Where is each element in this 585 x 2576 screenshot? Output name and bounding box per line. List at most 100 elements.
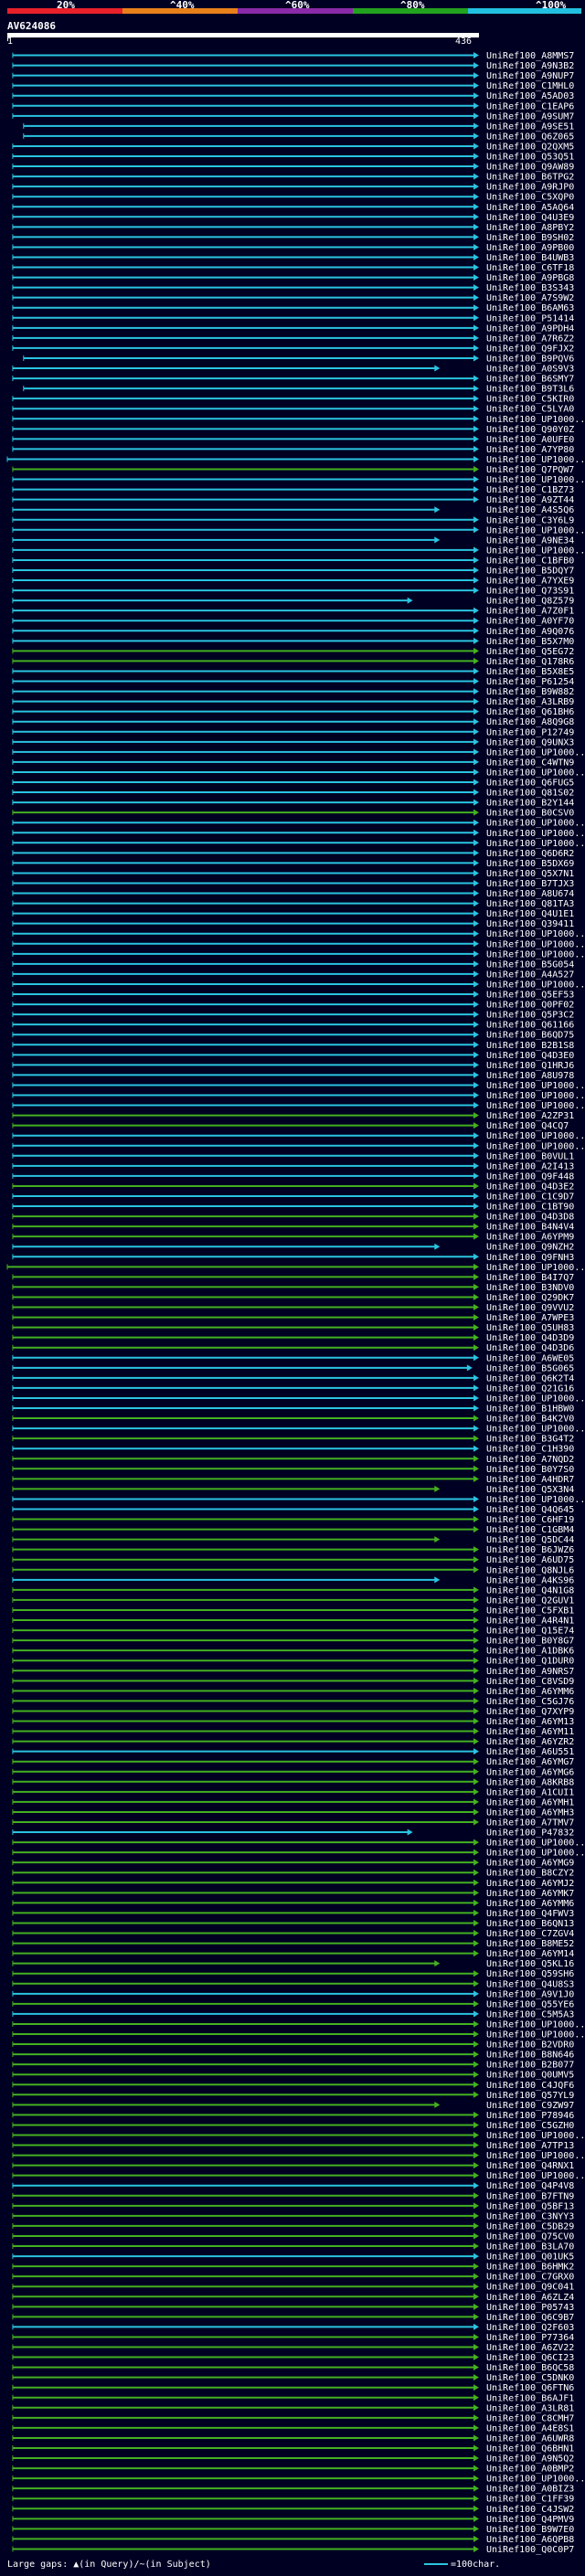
hit-label[interactable]: UniRef100_A9N3B2 bbox=[486, 61, 574, 71]
hit-label[interactable]: UniRef100_A6UWR8 bbox=[486, 2433, 574, 2443]
hit-label[interactable]: UniRef100_B5X7M0 bbox=[486, 637, 574, 647]
hit-label[interactable]: UniRef100_Q6Z065 bbox=[486, 132, 574, 142]
hit-label[interactable]: UniRef100_UP1000... bbox=[486, 980, 585, 990]
hit-label[interactable]: UniRef100_Q6FTN6 bbox=[486, 2383, 574, 2393]
hit-label[interactable]: UniRef100_Q8NJL6 bbox=[486, 1565, 574, 1575]
hit-label[interactable]: UniRef100_UP1000... bbox=[486, 1141, 585, 1151]
hit-label[interactable]: UniRef100_A9ZT44 bbox=[486, 495, 574, 505]
hit-label[interactable]: UniRef100_B9T3L6 bbox=[486, 385, 574, 395]
hit-label[interactable]: UniRef100_B6TPG2 bbox=[486, 173, 574, 183]
hit-label[interactable]: UniRef100_Q4D3E0 bbox=[486, 1051, 574, 1061]
hit-label[interactable]: UniRef100_B6QC58 bbox=[486, 2363, 574, 2373]
hit-label[interactable]: UniRef100_C5DB29 bbox=[486, 2221, 574, 2231]
hit-label[interactable]: UniRef100_C7GRX0 bbox=[486, 2273, 574, 2283]
hit-label[interactable]: UniRef100_A4S5Q6 bbox=[486, 505, 574, 515]
hit-label[interactable]: UniRef100_A6WE05 bbox=[486, 1353, 574, 1363]
hit-label[interactable]: UniRef100_Q0C0P7 bbox=[486, 2545, 574, 2555]
hit-label[interactable]: UniRef100_C6TF18 bbox=[486, 263, 574, 273]
hit-label[interactable]: UniRef100_A4A527 bbox=[486, 970, 574, 980]
hit-label[interactable]: UniRef100_UP1000... bbox=[486, 747, 585, 758]
hit-label[interactable]: UniRef100_A4KS96 bbox=[486, 1575, 574, 1585]
hit-label[interactable]: UniRef100_UP1000... bbox=[486, 1081, 585, 1091]
hit-label[interactable]: UniRef100_B6HMK2 bbox=[486, 2263, 574, 2273]
hit-label[interactable]: UniRef100_B9W7E0 bbox=[486, 2525, 574, 2535]
hit-label[interactable]: UniRef100_Q90Y0Z bbox=[486, 425, 574, 435]
hit-label[interactable]: UniRef100_UP1000... bbox=[486, 1091, 585, 1101]
hit-label[interactable]: UniRef100_A6YM11 bbox=[486, 1727, 574, 1737]
hit-label[interactable]: UniRef100_Q61166 bbox=[486, 1021, 574, 1031]
hit-label[interactable]: UniRef100_Q5KL16 bbox=[486, 1959, 574, 1969]
hit-label[interactable]: UniRef100_P47832 bbox=[486, 1829, 574, 1839]
hit-label[interactable]: UniRef100_Q59SH6 bbox=[486, 1969, 574, 1979]
hit-label[interactable]: UniRef100_Q5EF53 bbox=[486, 991, 574, 1001]
hit-label[interactable]: UniRef100_B6JWZ6 bbox=[486, 1545, 574, 1555]
hit-label[interactable]: UniRef100_B3G4T2 bbox=[486, 1435, 574, 1445]
hit-label[interactable]: UniRef100_UP1000... bbox=[486, 415, 585, 425]
hit-label[interactable]: UniRef100_Q4CQ7 bbox=[486, 1121, 569, 1131]
hit-label[interactable]: UniRef100_Q4U8S3 bbox=[486, 1979, 574, 1989]
hit-label[interactable]: UniRef100_A2ZP31 bbox=[486, 1111, 574, 1121]
hit-label[interactable]: UniRef100_A6YMK7 bbox=[486, 1889, 574, 1899]
hit-label[interactable]: UniRef100_B6AM63 bbox=[486, 303, 574, 313]
hit-label[interactable]: UniRef100_UP1000... bbox=[486, 475, 585, 485]
hit-label[interactable]: UniRef100_UP1000... bbox=[486, 2151, 585, 2161]
hit-label[interactable]: UniRef100_B6QD75 bbox=[486, 1031, 574, 1041]
hit-label[interactable]: UniRef100_Q81S02 bbox=[486, 789, 574, 799]
hit-label[interactable]: UniRef100_C8CMH7 bbox=[486, 2413, 574, 2423]
hit-label[interactable]: UniRef100_A1DBK6 bbox=[486, 1647, 574, 1657]
hit-label[interactable]: UniRef100_B5X8E5 bbox=[486, 667, 574, 677]
hit-label[interactable]: UniRef100_C6HF19 bbox=[486, 1515, 574, 1525]
hit-label[interactable]: UniRef100_Q5DC44 bbox=[486, 1535, 574, 1545]
hit-label[interactable]: UniRef100_Q7XYP9 bbox=[486, 1707, 574, 1717]
hit-label[interactable]: UniRef100_Q53Q51 bbox=[486, 153, 574, 163]
hit-label[interactable]: UniRef100_B6AJF1 bbox=[486, 2393, 574, 2403]
hit-label[interactable]: UniRef100_Q4D3E2 bbox=[486, 1182, 574, 1192]
hit-label[interactable]: UniRef100_A6YMH1 bbox=[486, 1797, 574, 1807]
hit-label[interactable]: UniRef100_A6YPM9 bbox=[486, 1233, 574, 1243]
hit-label[interactable]: UniRef100_Q6FUG5 bbox=[486, 779, 574, 789]
hit-label[interactable]: UniRef100_A9PDH4 bbox=[486, 323, 574, 334]
hit-label[interactable]: UniRef100_C1GBM4 bbox=[486, 1525, 574, 1535]
hit-label[interactable]: UniRef100_UP1000... bbox=[486, 2019, 585, 2030]
hit-label[interactable]: UniRef100_Q9FJX2 bbox=[486, 344, 574, 354]
hit-label[interactable]: UniRef100_UP1000... bbox=[486, 939, 585, 949]
hit-label[interactable]: UniRef100_A6UD75 bbox=[486, 1555, 574, 1565]
hit-label[interactable]: UniRef100_A6YMM6 bbox=[486, 1899, 574, 1909]
hit-label[interactable]: UniRef100_Q178R6 bbox=[486, 657, 574, 667]
hit-label[interactable]: UniRef100_B3LA70 bbox=[486, 2242, 574, 2253]
hit-label[interactable]: UniRef100_P61254 bbox=[486, 677, 574, 687]
hit-label[interactable]: UniRef100_UP1000... bbox=[486, 1839, 585, 1849]
hit-label[interactable]: UniRef100_A6QPB8 bbox=[486, 2535, 574, 2545]
hit-label[interactable]: UniRef100_UP1000... bbox=[486, 2475, 585, 2485]
hit-label[interactable]: UniRef100_C1C9D7 bbox=[486, 1192, 574, 1202]
hit-label[interactable]: UniRef100_UP1000... bbox=[486, 1425, 585, 1435]
hit-label[interactable]: UniRef100_B8N646 bbox=[486, 2051, 574, 2061]
hit-label[interactable]: UniRef100_C5XQP0 bbox=[486, 193, 574, 203]
hit-label[interactable]: UniRef100_C9ZW97 bbox=[486, 2101, 574, 2111]
hit-label[interactable]: UniRef100_A9RJP0 bbox=[486, 183, 574, 193]
hit-label[interactable]: UniRef100_UP1000... bbox=[486, 829, 585, 839]
hit-label[interactable]: UniRef100_C5DNK0 bbox=[486, 2373, 574, 2383]
hit-label[interactable]: UniRef100_B5DX69 bbox=[486, 859, 574, 869]
hit-label[interactable]: UniRef100_A0S9V3 bbox=[486, 365, 574, 375]
hit-label[interactable]: UniRef100_A9Q076 bbox=[486, 627, 574, 637]
hit-label[interactable]: UniRef100_A0YF70 bbox=[486, 617, 574, 627]
hit-label[interactable]: UniRef100_P78946 bbox=[486, 2111, 574, 2121]
hit-label[interactable]: UniRef100_Q0PF02 bbox=[486, 1001, 574, 1011]
hit-label[interactable]: UniRef100_B1HBW0 bbox=[486, 1405, 574, 1415]
hit-label[interactable]: UniRef100_C8VSD9 bbox=[486, 1677, 574, 1687]
hit-label[interactable]: UniRef100_A9NE34 bbox=[486, 535, 574, 546]
hit-label[interactable]: UniRef100_C1H390 bbox=[486, 1445, 574, 1455]
hit-label[interactable]: UniRef100_Q61BH6 bbox=[486, 707, 574, 717]
hit-label[interactable]: UniRef100_UP1000... bbox=[486, 1263, 585, 1273]
hit-label[interactable]: UniRef100_A6YMM6 bbox=[486, 1687, 574, 1697]
hit-label[interactable]: UniRef100_Q21G16 bbox=[486, 1383, 574, 1394]
hit-label[interactable]: UniRef100_A9N5Q2 bbox=[486, 2454, 574, 2465]
hit-label[interactable]: UniRef100_UP1000... bbox=[486, 2030, 585, 2041]
hit-label[interactable]: UniRef100_A0UFE0 bbox=[486, 435, 574, 445]
hit-label[interactable]: UniRef100_A5AQ64 bbox=[486, 203, 574, 213]
hit-label[interactable]: UniRef100_UP1000... bbox=[486, 1101, 585, 1111]
hit-label[interactable]: UniRef100_Q7PQW7 bbox=[486, 465, 574, 475]
hit-label[interactable]: UniRef100_Q01UK5 bbox=[486, 2253, 574, 2263]
hit-label[interactable]: UniRef100_B0CSV0 bbox=[486, 809, 574, 819]
